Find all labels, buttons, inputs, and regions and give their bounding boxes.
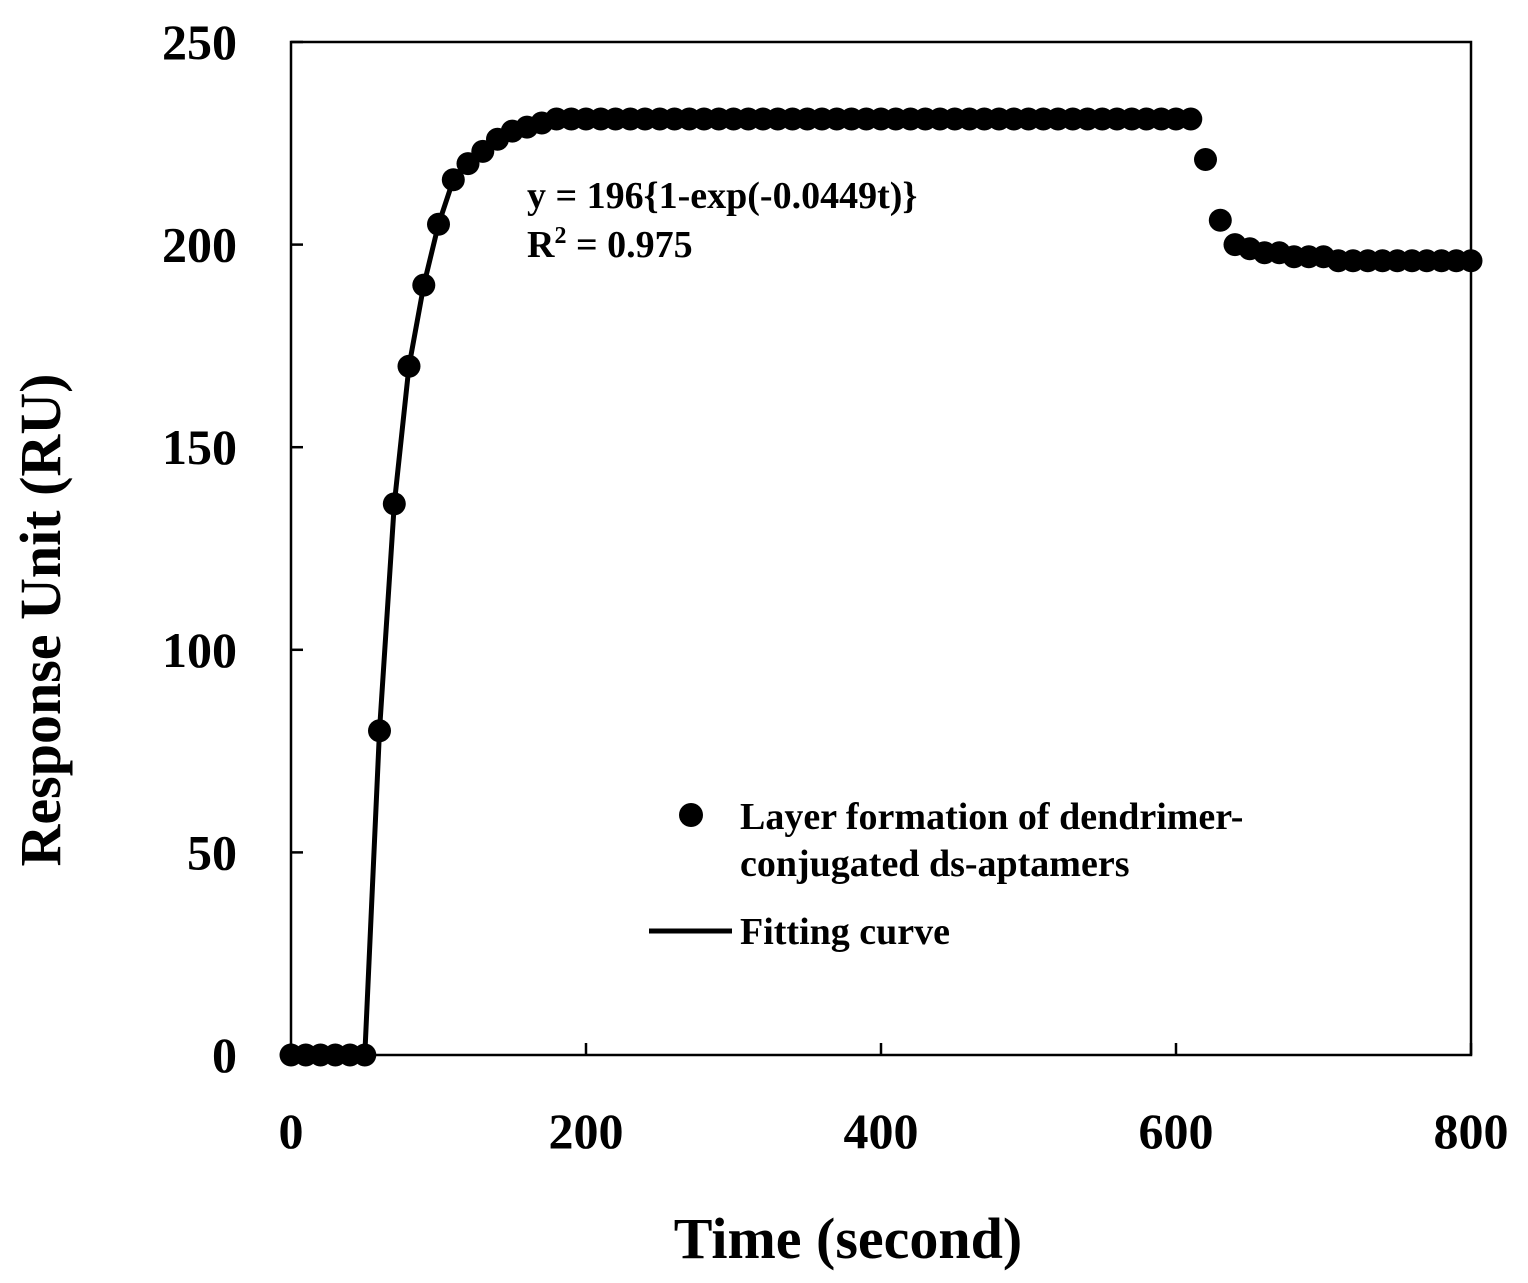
x-axis-title: Time (second) xyxy=(674,1206,1023,1271)
x-tick-label-2: 400 xyxy=(844,1103,919,1159)
legend-label-points-line2: conjugated ds-aptamers xyxy=(740,843,1129,885)
y-tick-label-5: 250 xyxy=(162,14,237,70)
x-axis-ticks: 0 200 400 600 800 xyxy=(279,1043,1509,1159)
data-point-9 xyxy=(412,273,436,297)
y-tick-label-0: 0 xyxy=(212,1027,237,1083)
data-point-11 xyxy=(441,168,465,192)
data-point-10 xyxy=(427,212,450,236)
x-tick-label-3: 600 xyxy=(1139,1103,1214,1159)
fitting-curve-line xyxy=(288,116,559,1058)
x-tick-label-4: 800 xyxy=(1434,1103,1509,1159)
legend: Layer formation of dendrimer- conjugated… xyxy=(649,796,1243,953)
data-point-5 xyxy=(353,1043,377,1067)
data-point-61 xyxy=(1179,107,1203,131)
r2-superscript: 2 xyxy=(554,223,566,249)
x-tick-label-1: 200 xyxy=(549,1103,624,1159)
fitting-curve-layer xyxy=(288,116,559,1058)
data-point-63 xyxy=(1208,208,1232,232)
y-tick-label-4: 200 xyxy=(162,217,237,273)
y-axis-ticks: 0 50 100 150 200 250 xyxy=(162,14,303,1083)
data-point-62 xyxy=(1194,148,1217,171)
y-axis-title: Response Unit (RU) xyxy=(8,374,73,867)
y-tick-label-1: 50 xyxy=(187,824,237,880)
y-tick-label-3: 150 xyxy=(162,419,237,475)
data-point-7 xyxy=(382,492,406,516)
legend-marker-points xyxy=(679,803,703,827)
data-point-8 xyxy=(397,354,421,378)
r2-value: = 0.975 xyxy=(566,224,692,266)
r2-prefix: R xyxy=(527,224,555,266)
data-points-layer xyxy=(279,107,1483,1067)
x-tick-label-0: 0 xyxy=(279,1103,304,1159)
fit-equation: y = 196{1-exp(-0.0449t)} xyxy=(527,175,917,217)
legend-label-points-line1: Layer formation of dendrimer- xyxy=(740,796,1243,838)
legend-label-fit: Fitting curve xyxy=(740,911,950,953)
data-point-6 xyxy=(368,719,391,743)
fit-r-squared: R2 = 0.975 xyxy=(527,223,693,266)
y-tick-label-2: 100 xyxy=(162,622,237,678)
data-point-80 xyxy=(1459,249,1483,273)
